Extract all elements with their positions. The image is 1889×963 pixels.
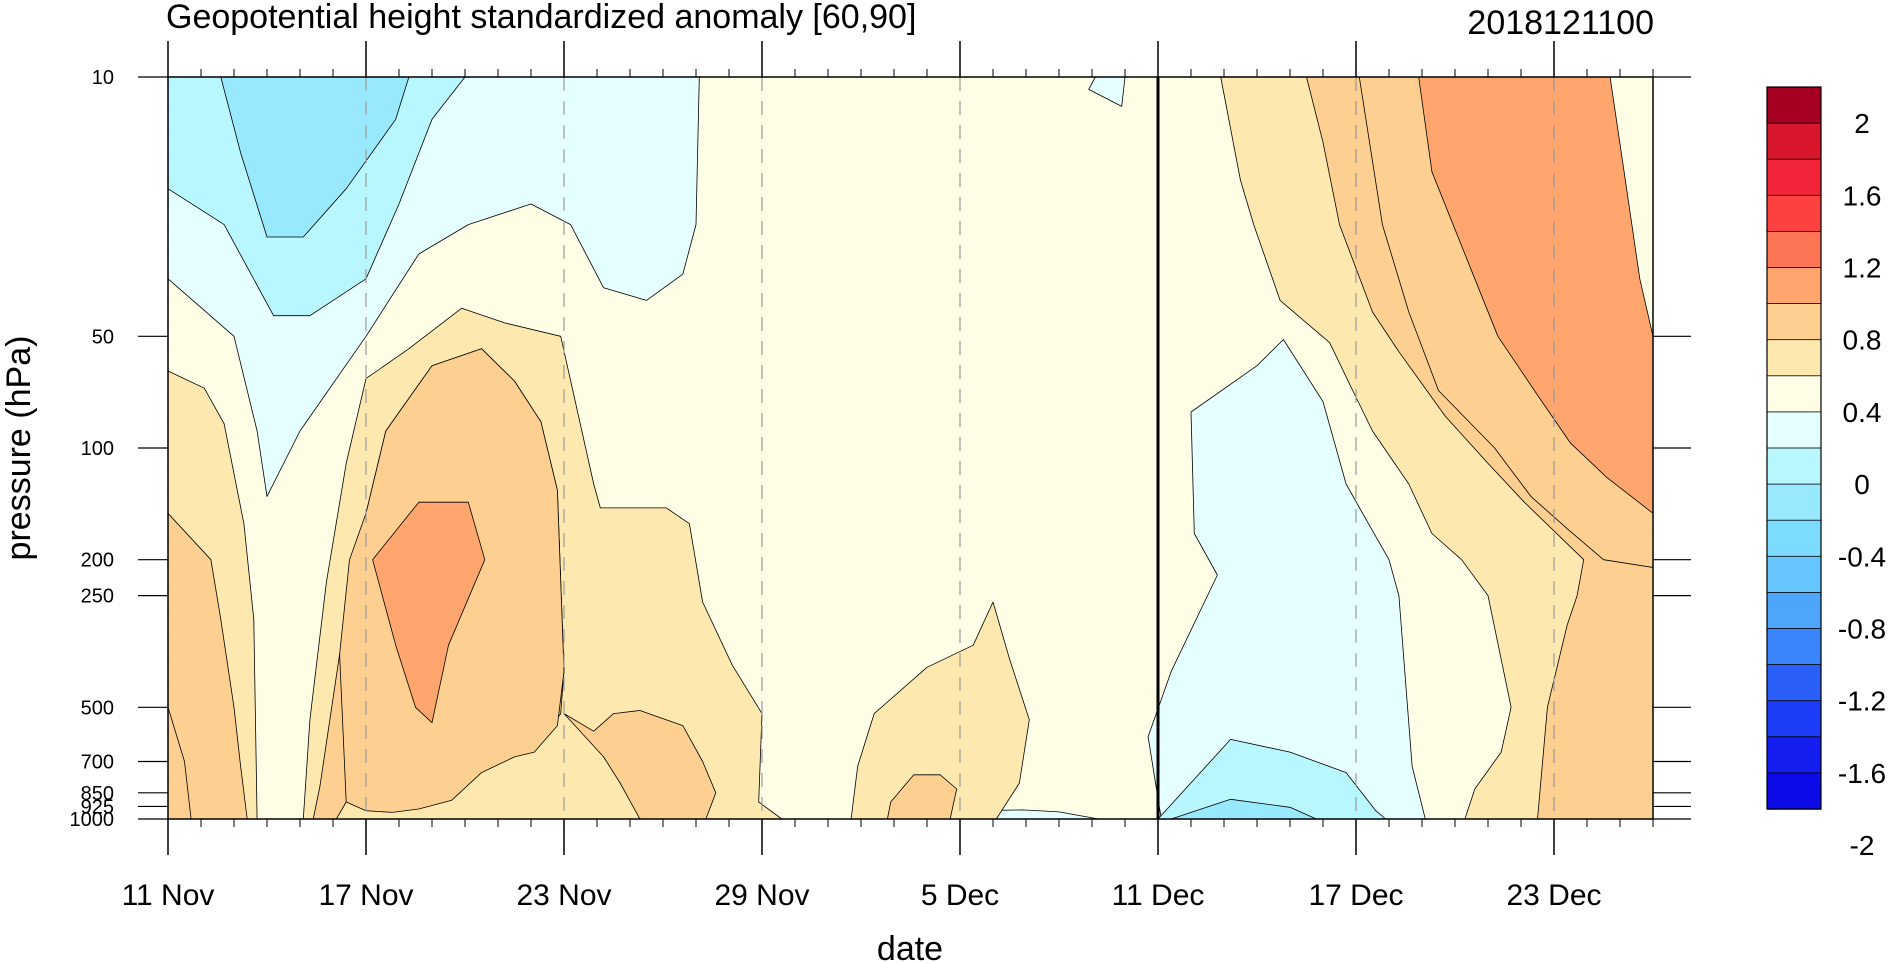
colorbar-label: -1.2 <box>1838 686 1886 717</box>
y-tick-label: 850 <box>81 783 114 805</box>
colorbar-swatch <box>1766 303 1822 341</box>
colorbar-label: 0.4 <box>1843 397 1882 428</box>
colorbar-swatch <box>1766 592 1822 630</box>
y-tick-label: 1000 <box>70 809 115 831</box>
x-tick-label: 11 Dec <box>1112 879 1205 912</box>
y-tick-label: 500 <box>81 697 114 719</box>
colorbar-label: 0.8 <box>1843 325 1882 356</box>
contour-region <box>1418 76 1654 514</box>
x-axis-ticks: 11 Nov 17 Nov 23 Nov 29 Nov 5 Dec 11 Dec 17 De… <box>122 41 1654 912</box>
colorbar-swatch <box>1766 411 1822 449</box>
x-tick-label: 11 Nov <box>122 879 215 912</box>
contour-fills <box>167 76 1654 820</box>
colorbar: 2 1.6 1.2 0.8 0.4 0 -0.4 -0.8 -1.2 -1.6 -2 <box>1766 86 1886 861</box>
contour-region <box>850 601 1030 820</box>
colorbar-swatch <box>1766 194 1822 233</box>
contour-region <box>372 501 486 724</box>
colorbar-swatch <box>1766 447 1822 485</box>
colorbar-swatch <box>1766 267 1822 305</box>
colorbar-swatch <box>1766 519 1822 558</box>
x-tick-label: 29 Nov <box>714 879 809 912</box>
colorbar-swatch <box>1766 375 1822 413</box>
y-tick-label: 700 <box>81 752 114 774</box>
contour-region <box>1147 339 1426 820</box>
x-axis-label: date <box>877 930 943 963</box>
colorbar-swatch <box>1766 339 1822 377</box>
colorbar-swatch <box>1766 555 1822 594</box>
colorbar-label: -1.6 <box>1838 758 1886 789</box>
init-time-label: 2018121100 <box>1467 4 1654 42</box>
x-tick-label: 17 Nov <box>318 879 413 912</box>
colorbar-swatch <box>1766 483 1822 521</box>
colorbar-label: 2 <box>1854 108 1870 139</box>
y-axis-label: pressure (hPa) <box>0 336 38 561</box>
x-tick-label: 5 Dec <box>921 879 999 912</box>
contour-region <box>220 76 410 238</box>
y-tick-label: 100 <box>81 438 114 460</box>
colorbar-label: 1.2 <box>1843 253 1882 284</box>
colorbar-swatch <box>1766 772 1822 810</box>
x-tick-label: 23 Nov <box>516 879 611 912</box>
colorbar-label: 0 <box>1854 469 1870 500</box>
colorbar-swatch <box>1766 736 1822 774</box>
y-tick-label: 925 <box>81 796 114 818</box>
colorbar-swatch <box>1766 700 1822 738</box>
colorbar-swatch <box>1766 86 1822 124</box>
chart-title: Geopotential height standardized anomaly… <box>166 0 916 36</box>
x-tick-label: 17 Dec <box>1308 879 1403 912</box>
y-tick-label: 250 <box>81 586 114 608</box>
x-tick-label: 23 Dec <box>1506 879 1601 912</box>
y-tick-label: 10 <box>92 67 114 89</box>
y-tick-label: 200 <box>81 550 114 572</box>
colorbar-swatch <box>1766 230 1822 269</box>
y-tick-label: 50 <box>92 326 114 348</box>
colorbar-frame <box>1766 86 1822 810</box>
colorbar-label: -0.8 <box>1838 614 1886 645</box>
colorbar-label: -2 <box>1850 830 1875 861</box>
colorbar-swatch <box>1766 664 1822 702</box>
colorbar-swatch <box>1766 628 1822 666</box>
colorbar-label: 1.6 <box>1843 180 1882 211</box>
contour-region <box>563 710 717 820</box>
colorbar-swatch <box>1766 122 1822 160</box>
colorbar-label: -0.4 <box>1838 541 1886 572</box>
colorbar-swatch <box>1766 158 1822 196</box>
